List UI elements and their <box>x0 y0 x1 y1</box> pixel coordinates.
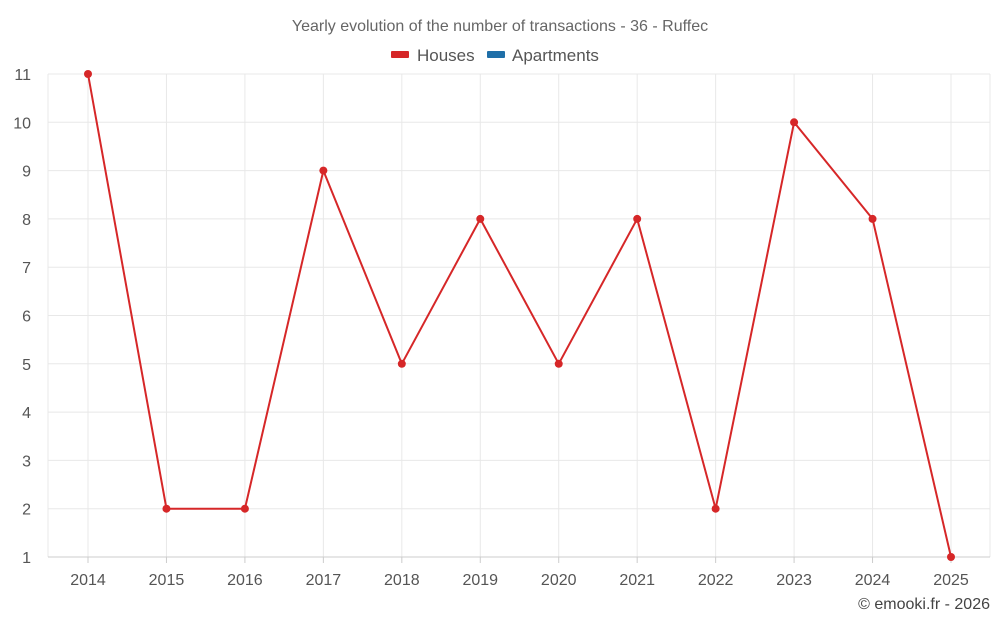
data-points <box>84 70 955 561</box>
x-tick-label: 2019 <box>462 572 498 589</box>
data-point-houses-2019[interactable] <box>476 214 485 223</box>
y-tick-label: 11 <box>14 67 31 84</box>
credit-text: © emooki.fr - 2026 <box>858 596 990 613</box>
x-tick-label: 2016 <box>227 572 263 589</box>
y-tick-label: 4 <box>22 405 31 422</box>
data-point-houses-2015[interactable] <box>162 504 171 513</box>
x-tick-label: 2025 <box>933 572 969 589</box>
series-lines <box>87 73 952 558</box>
x-tick-label: 2021 <box>619 572 655 589</box>
legend-item-houses[interactable]: Houses <box>391 46 475 65</box>
series-line-houses <box>87 73 952 558</box>
data-point-houses-2025[interactable] <box>947 553 955 561</box>
x-tick-label: 2020 <box>541 572 577 589</box>
y-tick-label: 9 <box>22 164 31 181</box>
y-tick-label: 10 <box>13 115 31 132</box>
x-tick-label: 2024 <box>855 572 891 589</box>
x-tick-label: 2022 <box>698 572 734 589</box>
legend-swatch-houses <box>391 51 409 58</box>
y-tick-label: 1 <box>22 550 31 567</box>
x-tick-label: 2015 <box>149 572 185 589</box>
legend-item-apartments[interactable]: Apartments <box>487 46 599 65</box>
data-point-houses-2016[interactable] <box>240 504 249 513</box>
data-point-houses-2020[interactable] <box>554 359 563 368</box>
x-tick-label: 2018 <box>384 572 420 589</box>
x-tick-label: 2014 <box>70 572 106 589</box>
y-tick-label: 5 <box>22 357 31 374</box>
data-point-houses-2021[interactable] <box>633 214 642 223</box>
legend-label-houses: Houses <box>417 46 475 65</box>
data-point-houses-2024[interactable] <box>868 214 877 223</box>
y-tick-label: 6 <box>22 309 31 326</box>
x-tick-label: 2017 <box>306 572 342 589</box>
y-tick-label: 2 <box>22 502 31 519</box>
data-point-houses-2018[interactable] <box>397 359 406 368</box>
legend: Houses Apartments <box>391 46 599 65</box>
y-tick-label: 8 <box>22 212 31 229</box>
y-tick-label: 7 <box>22 260 31 277</box>
data-point-houses-2022[interactable] <box>711 504 720 513</box>
y-axis-ticks: 1 2 3 4 5 6 7 8 9 10 11 <box>13 67 31 567</box>
x-axis-ticks: 2014 2015 2016 2017 2018 2019 2020 2021 2022 2023… <box>70 557 969 589</box>
chart-title: Yearly evolution of the number of transa… <box>292 18 708 35</box>
data-point-houses-2023[interactable] <box>790 118 799 127</box>
data-point-houses-2017[interactable] <box>319 166 328 175</box>
data-point-houses-2014[interactable] <box>84 70 92 78</box>
y-tick-label: 3 <box>22 453 31 470</box>
legend-label-apartments: Apartments <box>512 46 599 65</box>
grid <box>47 73 991 558</box>
legend-swatch-apartments <box>487 51 505 58</box>
x-tick-label: 2023 <box>776 572 812 589</box>
